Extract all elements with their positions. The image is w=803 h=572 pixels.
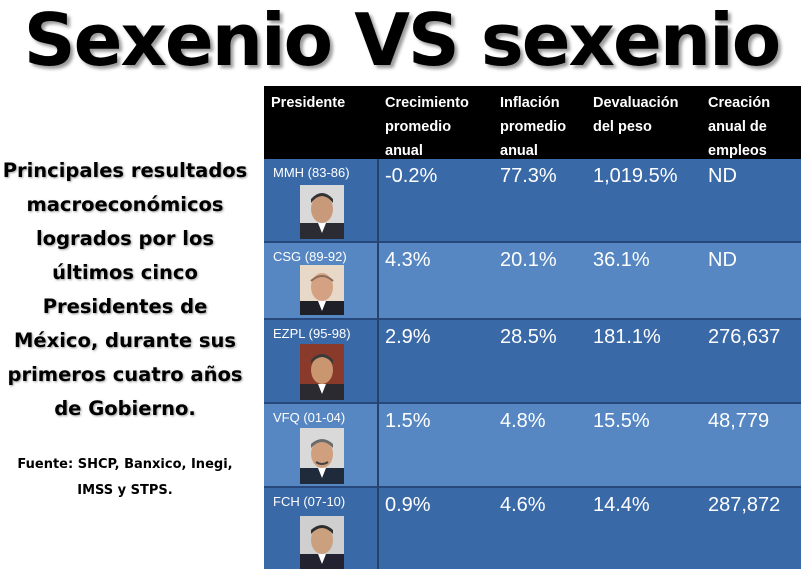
president-photo [300, 344, 344, 400]
results-table: Presidente Crecimiento promedio anual In… [264, 86, 801, 569]
jobs-value: 287,872 [708, 494, 781, 516]
table-header: Presidente Crecimiento promedio anual In… [264, 86, 801, 159]
devaluation-value: 15.5% [593, 410, 650, 432]
president-name: VFQ (01-04) [273, 410, 346, 425]
president-photo [300, 185, 344, 239]
president-photo [300, 516, 344, 569]
description-line: últimos cinco [52, 261, 198, 284]
table-row: FCH (07-10) 0.9% 4.6% 14.4% 287,872 [264, 488, 801, 569]
description-line: logrados por los [35, 227, 214, 250]
inflation-value: 4.8% [500, 410, 546, 432]
description-line: Presidentes de [42, 295, 208, 318]
devaluation-value: 36.1% [593, 249, 650, 271]
description-line: de Gobierno. [54, 397, 196, 420]
president-photo [300, 265, 344, 315]
source-note: Fuente: SHCP, Banxico, Inegi, IMSS y STP… [2, 452, 248, 504]
jobs-value: 48,779 [708, 410, 770, 432]
row-divider [264, 241, 801, 243]
description-line: primeros cuatro años [7, 363, 243, 386]
president-name: MMH (83-86) [273, 165, 350, 180]
inflation-value: 4.6% [500, 494, 546, 516]
devaluation-value: 181.1% [593, 326, 661, 348]
header-devaluation: Devaluación del peso [593, 95, 679, 135]
inflation-value: 20.1% [500, 249, 557, 271]
inflation-value: 77.3% [500, 165, 557, 187]
devaluation-value: 1,019.5% [593, 165, 678, 187]
growth-value: 0.9% [385, 494, 431, 516]
president-name: CSG (89-92) [273, 249, 347, 264]
table-row: VFQ (01-04) 1.5% 4.8% 15.5% 48,779 [264, 404, 801, 486]
header-growth: Crecimiento promedio anual [385, 95, 469, 159]
description: Principales resultados macroeconómicos l… [0, 154, 250, 426]
page-title: Sexenio VS sexenio [23, 0, 781, 82]
description-line: México, durante sus [14, 329, 236, 352]
growth-value: 4.3% [385, 249, 431, 271]
president-photo [300, 428, 344, 484]
source-line: IMSS y STPS. [77, 483, 173, 498]
row-divider [264, 486, 801, 488]
growth-value: 2.9% [385, 326, 431, 348]
inflation-value: 28.5% [500, 326, 557, 348]
table-row: CSG (89-92) 4.3% 20.1% 36.1% ND [264, 243, 801, 318]
row-divider [264, 318, 801, 320]
jobs-value: ND [708, 249, 737, 271]
devaluation-value: 14.4% [593, 494, 650, 516]
jobs-value: 276,637 [708, 326, 781, 348]
president-name: FCH (07-10) [273, 494, 346, 509]
president-name: EZPL (95-98) [273, 326, 351, 341]
table-row: MMH (83-86) -0.2% 77.3% 1,019.5% ND [264, 159, 801, 242]
table-row: EZPL (95-98) 2.9% 28.5% 181.1% 276,637 [264, 320, 801, 402]
header-jobs: Creación anual de empleos [708, 95, 771, 159]
row-divider [264, 402, 801, 404]
description-line: Principales resultados [2, 159, 248, 182]
header-president: Presidente [271, 95, 346, 111]
source-line: Fuente: SHCP, Banxico, Inegi, [17, 457, 233, 472]
growth-value: -0.2% [385, 165, 438, 187]
description-line: macroeconómicos [26, 193, 224, 216]
column-divider [377, 159, 379, 569]
header-inflation: Inflación promedio anual [500, 95, 567, 159]
growth-value: 1.5% [385, 410, 431, 432]
jobs-value: ND [708, 165, 737, 187]
